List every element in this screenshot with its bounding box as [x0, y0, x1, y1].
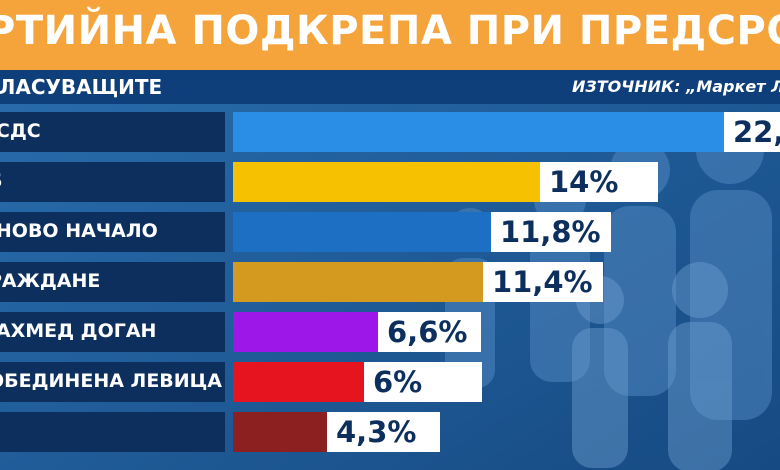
title-banner: РТИЙНА ПОДКРЕПА ПРИ ПРЕДСРОЧЕН ВО [0, 0, 780, 70]
value-label: 14% [540, 162, 658, 202]
value-label: 6,6% [378, 312, 481, 352]
bar [233, 312, 378, 352]
value-label: 6% [364, 362, 482, 402]
party-name-cell: Б [0, 162, 225, 202]
party-name-cell: -СДС [0, 112, 225, 152]
value-label: 11,8% [491, 212, 611, 252]
party-name-cell: ОБЕДИНЕНА ЛЕВИЦА [0, 362, 225, 402]
bar [233, 212, 491, 252]
value-label: 4,3% [327, 412, 440, 452]
chart-subtitle: ГЛАСУВАЩИТЕ [0, 75, 163, 99]
party-name: -НОВО НАЧАЛО [0, 220, 158, 242]
party-name-cell [0, 412, 225, 452]
bar [233, 112, 724, 152]
party-name: -АХМЕД ДОГАН [0, 320, 157, 342]
party-name-cell: РАЖДАНЕ [0, 262, 225, 302]
bar [233, 412, 327, 452]
source-note: ИЗТОЧНИК: „Маркет ЛИ [572, 77, 780, 96]
value-label: 22, [724, 112, 780, 152]
bar [233, 362, 364, 402]
chart-title: РТИЙНА ПОДКРЕПА ПРИ ПРЕДСРОЧЕН ВО [0, 8, 780, 54]
party-name-cell: -НОВО НАЧАЛО [0, 212, 225, 252]
party-name-cell: -АХМЕД ДОГАН [0, 312, 225, 352]
party-name: РАЖДАНЕ [0, 270, 101, 292]
bar [233, 262, 483, 302]
party-name: -СДС [0, 120, 41, 142]
party-name: Б [0, 170, 2, 192]
subtitle-banner: ГЛАСУВАЩИТЕ ИЗТОЧНИК: „Маркет ЛИ [0, 70, 780, 104]
party-name: ОБЕДИНЕНА ЛЕВИЦА [0, 370, 223, 392]
bar [233, 162, 540, 202]
value-label: 11,4% [483, 262, 603, 302]
